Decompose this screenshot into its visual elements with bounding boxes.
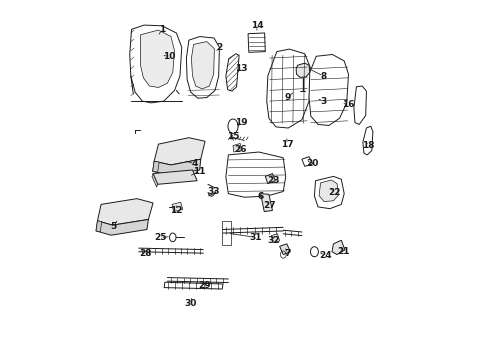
Text: 11: 11 [193, 167, 205, 176]
Text: 10: 10 [163, 52, 175, 61]
Polygon shape [129, 25, 182, 103]
Polygon shape [247, 33, 265, 52]
Text: 26: 26 [234, 145, 246, 154]
Polygon shape [96, 220, 148, 235]
Text: 9: 9 [284, 93, 290, 102]
Polygon shape [225, 152, 285, 197]
Text: 19: 19 [234, 118, 247, 127]
Polygon shape [319, 180, 338, 202]
Polygon shape [152, 159, 201, 175]
Polygon shape [331, 240, 344, 255]
Polygon shape [296, 63, 309, 77]
Polygon shape [154, 138, 204, 165]
Polygon shape [164, 282, 223, 289]
Polygon shape [301, 157, 312, 166]
Text: 6: 6 [257, 192, 263, 201]
Polygon shape [153, 170, 197, 184]
Text: 4: 4 [191, 159, 197, 168]
Text: 16: 16 [342, 100, 354, 109]
Text: 2: 2 [216, 43, 222, 52]
Text: 29: 29 [198, 281, 211, 290]
Text: 8: 8 [320, 72, 326, 81]
Polygon shape [314, 176, 344, 209]
Polygon shape [265, 174, 275, 184]
Polygon shape [266, 49, 310, 128]
Text: 7: 7 [284, 249, 290, 258]
Polygon shape [97, 199, 153, 225]
Polygon shape [353, 86, 366, 125]
Text: 18: 18 [361, 141, 374, 150]
Polygon shape [140, 30, 174, 87]
Polygon shape [279, 244, 290, 255]
Text: 17: 17 [281, 140, 293, 149]
Text: 14: 14 [250, 21, 263, 30]
Text: 13: 13 [234, 64, 246, 73]
Text: 20: 20 [306, 159, 318, 168]
Text: 24: 24 [318, 251, 331, 260]
Text: 33: 33 [207, 187, 220, 196]
Text: 21: 21 [336, 247, 348, 256]
Text: 30: 30 [184, 299, 197, 308]
Polygon shape [186, 37, 219, 98]
Polygon shape [191, 41, 214, 89]
Polygon shape [152, 161, 159, 172]
Text: 5: 5 [110, 222, 117, 231]
Text: 25: 25 [154, 233, 166, 242]
Text: 15: 15 [227, 132, 240, 141]
Text: 28: 28 [140, 249, 152, 258]
Polygon shape [271, 234, 279, 243]
Polygon shape [233, 143, 241, 152]
Text: 23: 23 [266, 176, 279, 185]
Text: 1: 1 [159, 25, 165, 34]
Polygon shape [222, 221, 230, 245]
Polygon shape [96, 221, 102, 231]
Polygon shape [308, 54, 348, 126]
Polygon shape [260, 194, 272, 212]
Text: 31: 31 [248, 233, 261, 242]
Text: 22: 22 [327, 188, 340, 197]
Polygon shape [152, 174, 158, 187]
Text: 27: 27 [263, 201, 275, 210]
Text: 3: 3 [320, 96, 326, 105]
Text: 32: 32 [266, 237, 279, 246]
Polygon shape [172, 202, 183, 212]
Polygon shape [362, 126, 372, 155]
Text: 12: 12 [170, 206, 182, 215]
Polygon shape [225, 54, 239, 91]
